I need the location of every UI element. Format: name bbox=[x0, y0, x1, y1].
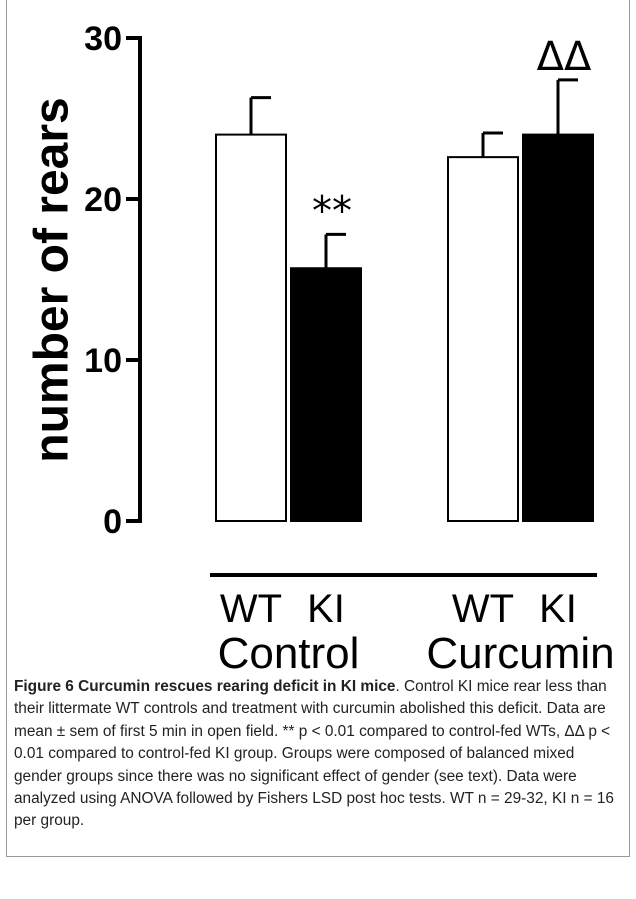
significance-label: ΔΔ bbox=[537, 34, 592, 80]
chart: number of rears 0102030WT**KIControlWTΔΔ… bbox=[26, 20, 615, 670]
bar bbox=[522, 133, 594, 522]
caption: Figure 6 Curcumin rescues rearing defici… bbox=[14, 676, 626, 833]
y-tick-label: 20 bbox=[84, 181, 122, 219]
y-axis-label: number of rears bbox=[26, 97, 79, 462]
figure-frame bbox=[6, 0, 630, 857]
y-tick-label: 10 bbox=[84, 342, 122, 380]
x-tick-label: WT bbox=[220, 587, 282, 631]
group-label: Control bbox=[218, 629, 360, 670]
significance-label: ** bbox=[312, 188, 352, 234]
x-tick-label: KI bbox=[539, 587, 577, 631]
y-tick-label: 0 bbox=[103, 503, 122, 541]
bar bbox=[447, 156, 519, 522]
group-label: Curcumin bbox=[426, 629, 614, 670]
x-tick-label: WT bbox=[452, 587, 514, 631]
y-tick-label: 30 bbox=[84, 20, 122, 58]
bar bbox=[290, 267, 362, 523]
caption-title: Figure 6 Curcumin rescues rearing defici… bbox=[14, 678, 396, 695]
bar bbox=[215, 133, 287, 522]
caption-text: . Control KI mice rear less than their l… bbox=[14, 678, 614, 830]
x-tick-label: KI bbox=[307, 587, 345, 631]
